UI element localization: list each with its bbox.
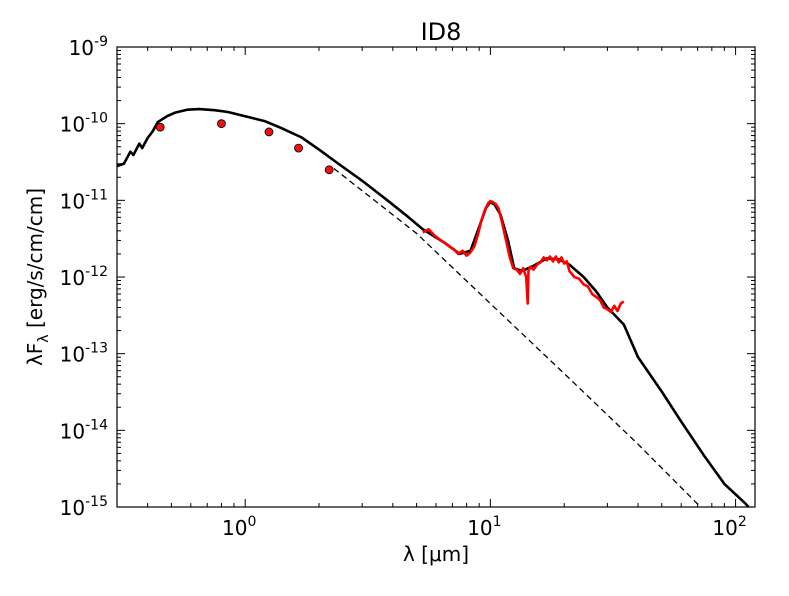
chart-title: ID8 <box>421 18 462 46</box>
axis-ticks <box>116 46 755 508</box>
y-tick-label: 10-10 <box>60 111 108 137</box>
y-tick-label: 10-15 <box>60 494 108 520</box>
y-tick-label: 10-12 <box>60 264 108 290</box>
series-line-stellar-photosphere <box>333 168 702 507</box>
y-tick-label: 10-9 <box>69 34 108 60</box>
y-axis-label: λFλ [erg/s/cm/cm] <box>23 188 52 366</box>
series-line-IRS-spectrum <box>422 199 625 314</box>
photometry-point <box>294 143 303 153</box>
photometry-points <box>155 119 334 175</box>
x-tick-label: 102 <box>712 514 746 540</box>
x-tick-label: 100 <box>222 514 256 540</box>
photometry-point <box>324 165 334 175</box>
y-tick-label: 10-11 <box>60 187 108 213</box>
axis-tick-labels: 100 101 102 10-9 10-10 10-11 10-12 10-13 10-14 10… <box>60 34 747 540</box>
x-tick-label: 101 <box>467 514 501 540</box>
y-tick-label: 10-13 <box>60 341 108 367</box>
photometry-point <box>264 127 274 137</box>
photometry-point <box>155 122 165 132</box>
x-axis-label: λ [μm] <box>403 542 469 566</box>
y-tick-label: 10-14 <box>60 417 108 443</box>
plot-area <box>117 107 751 507</box>
photometry-point <box>217 119 226 129</box>
